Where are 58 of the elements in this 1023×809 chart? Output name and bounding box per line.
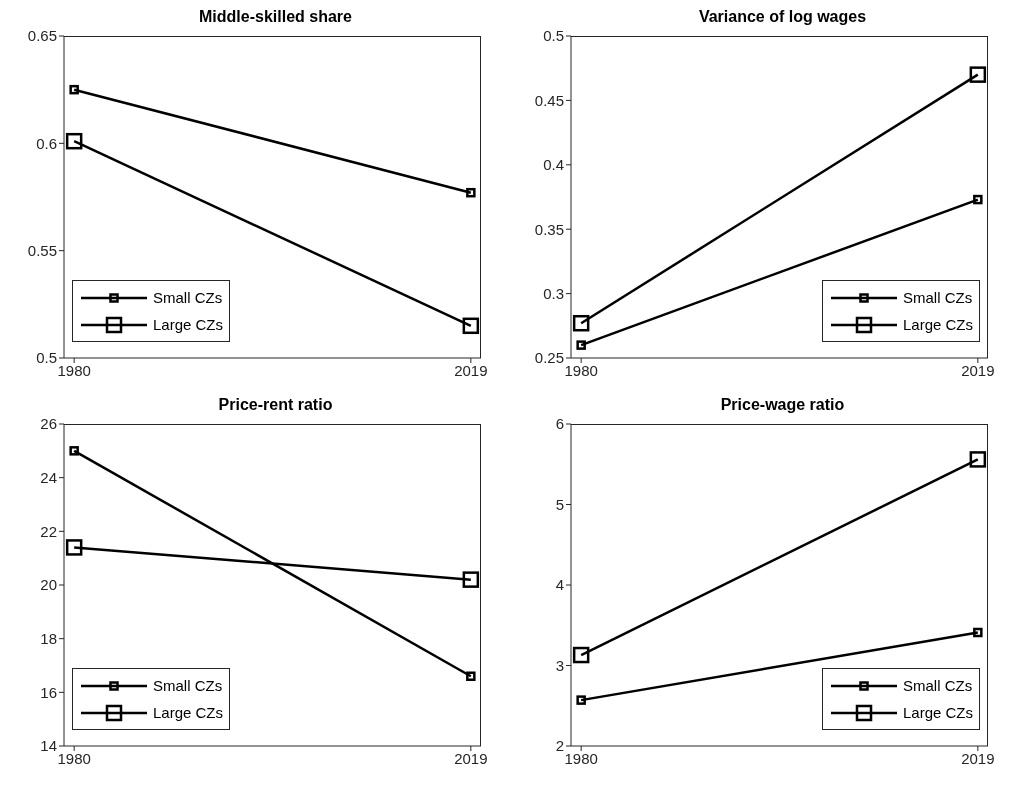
point: [973, 194, 983, 205]
y-tick-label: 24: [40, 468, 57, 486]
y-tick-label: 20: [40, 576, 57, 594]
y-tick-label: 4: [555, 576, 564, 594]
legend-label: Large CZs: [902, 704, 973, 721]
legend-label: Large CZs: [902, 316, 973, 333]
x-tick-label: 2019: [961, 749, 995, 767]
x-tick-label: 1980: [57, 749, 91, 767]
legend-label: Large CZs: [153, 704, 224, 721]
y-tick-label: 0.6: [36, 134, 57, 152]
y-tick-label: 5: [555, 495, 564, 513]
chart-title: Variance of log wages: [697, 8, 868, 27]
legend-label: Small CZs: [153, 677, 223, 694]
point: [572, 646, 590, 664]
point: [973, 627, 983, 638]
point: [69, 446, 79, 456]
y-tick-label: 0.5: [36, 349, 57, 367]
x-tick-label: 1980: [564, 749, 598, 767]
legend-label: Small CZs: [902, 289, 973, 306]
chart-title: Price-rent ratio: [217, 396, 334, 415]
point: [576, 695, 586, 705]
x-tick-label: 1980: [564, 361, 598, 379]
x-tick-label: 1980: [57, 361, 91, 379]
x-tick-label: 2019: [961, 361, 995, 379]
point: [969, 451, 987, 468]
legend-label: Small CZs: [902, 677, 973, 694]
y-tick-label: 0.3: [543, 284, 564, 302]
y-tick-label: 0.5: [543, 27, 564, 45]
y-tick-label: 3: [555, 656, 564, 674]
y-tick-label: 0.4: [543, 156, 564, 174]
x-tick-label: 2019: [454, 361, 488, 379]
y-tick-label: 0.25: [534, 349, 564, 367]
chart-title: Price-wage ratio: [719, 396, 846, 415]
y-tick-label: 0.45: [534, 91, 564, 109]
point: [462, 317, 480, 335]
y-tick-label: 6: [555, 415, 564, 433]
legend-label: Large CZs: [153, 316, 224, 333]
chart-title: Middle-skilled share: [198, 8, 353, 27]
point: [69, 84, 79, 95]
point: [466, 187, 476, 198]
y-tick-label: 26: [40, 415, 57, 433]
point: [462, 571, 480, 588]
y-tick-label: 22: [40, 522, 57, 540]
y-tick-label: 18: [40, 629, 57, 647]
y-tick-label: 0.35: [534, 220, 564, 238]
point: [65, 132, 83, 150]
y-tick-label: 0.65: [27, 27, 57, 45]
y-tick-label: 0.55: [27, 241, 57, 259]
y-tick-label: 2: [555, 737, 564, 755]
y-tick-label: 16: [40, 683, 57, 701]
legend-label: Small CZs: [153, 289, 223, 306]
point: [572, 314, 590, 332]
point: [576, 340, 586, 350]
y-tick-label: 14: [40, 737, 57, 755]
x-tick-label: 2019: [454, 749, 488, 767]
point: [969, 66, 987, 83]
point: [65, 539, 83, 556]
point: [466, 671, 476, 681]
